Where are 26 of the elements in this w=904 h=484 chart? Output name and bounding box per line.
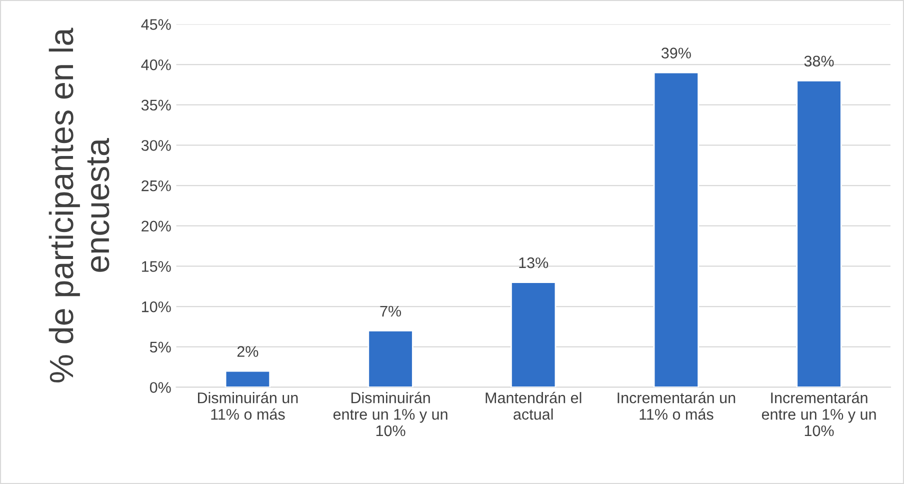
bar — [224, 370, 271, 388]
data-label: 2% — [237, 346, 258, 357]
y-tick-label: 15% — [142, 261, 171, 272]
y-tick-label: 35% — [141, 100, 171, 111]
data-label: 38% — [804, 56, 834, 67]
bar — [653, 72, 700, 388]
y-tick-label: 40% — [141, 59, 171, 70]
bar — [510, 282, 556, 388]
y-tick-label: 45% — [141, 19, 171, 30]
bar — [368, 330, 414, 388]
y-tick-label: 25% — [142, 180, 171, 192]
y-tick-label: 30% — [141, 140, 171, 151]
y-axis-title: % de participantes en la encuesta — [48, 28, 110, 382]
y-tick-label: 10% — [142, 301, 171, 312]
x-tick-label: Incrementarán un 11% o más — [618, 392, 736, 420]
bar — [796, 80, 842, 388]
data-label: 13% — [519, 257, 548, 268]
y-tick-label: 20% — [142, 220, 171, 232]
x-tick-label: Incrementarán entre un 1% y un 10% — [762, 392, 876, 436]
x-tick-label: Mantendrán el actual — [486, 392, 582, 420]
y-tick-label: 0% — [150, 382, 171, 393]
data-label: 7% — [380, 306, 402, 317]
data-label: 39% — [661, 48, 691, 58]
x-tick-label: Disminuirán entre un 1% y un 10% — [333, 392, 448, 436]
x-tick-label: Disminuirán un 11% o más — [198, 392, 298, 420]
y-tick-label: 5% — [150, 342, 171, 353]
